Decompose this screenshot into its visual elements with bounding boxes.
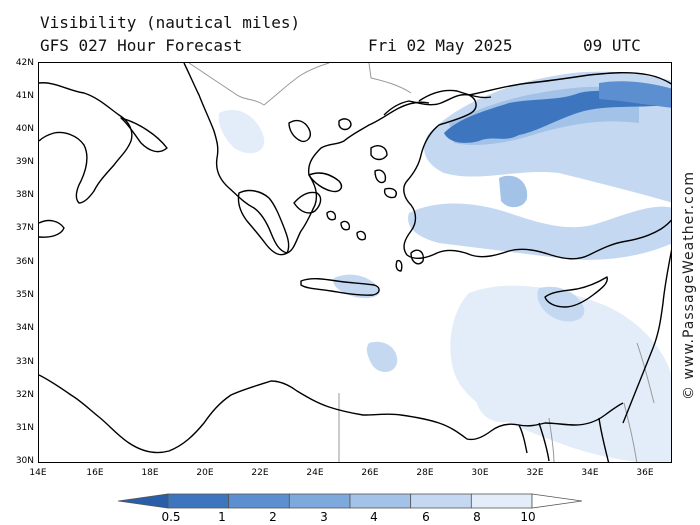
lon-label: 16E	[86, 468, 104, 478]
vis-zone-crete	[333, 274, 380, 299]
site-credit: © www.PassageWeather.com	[681, 170, 697, 400]
colorbar-arrow-high	[531, 493, 582, 509]
lon-label: 34E	[581, 468, 599, 478]
italy-coast	[39, 82, 133, 204]
lon-label: 18E	[141, 468, 159, 478]
marmara-coast	[418, 89, 492, 102]
karpathos	[395, 259, 403, 272]
lat-label: 30N	[15, 456, 34, 466]
italy-heel	[120, 117, 168, 153]
lat-label: 35N	[15, 290, 34, 300]
colorbar-cell	[288, 493, 351, 509]
forecast-time: 09 UTC	[583, 36, 641, 55]
libya-coast	[39, 374, 624, 454]
black-sea-coast	[468, 72, 671, 96]
colorbar-label: 0.5	[161, 510, 181, 524]
cyclades-1	[326, 210, 337, 221]
lat-label: 33N	[15, 357, 34, 367]
vis-zone-marmara-low	[444, 90, 669, 143]
nile-delta	[518, 424, 528, 454]
lat-label: 36N	[15, 257, 34, 267]
visibility-shading	[218, 71, 671, 462]
lon-label: 22E	[251, 468, 269, 478]
lat-label: 34N	[15, 323, 34, 333]
lat-label: 41N	[15, 91, 34, 101]
lon-label: 32E	[526, 468, 544, 478]
vis-zone-west-aegean	[218, 109, 265, 154]
samos	[383, 187, 397, 199]
lon-label: 20E	[196, 468, 214, 478]
lon-label: 30E	[471, 468, 489, 478]
sicily	[39, 219, 65, 238]
lat-label: 37N	[15, 223, 34, 233]
colorbar-cells	[118, 493, 582, 509]
map-svg	[39, 63, 671, 462]
colorbar-label: 3	[320, 510, 328, 524]
colorbar-cell	[410, 493, 472, 509]
chalkidiki	[288, 119, 311, 143]
map-panel	[38, 62, 672, 463]
colorbar-label: 4	[370, 510, 378, 524]
euboea	[308, 172, 343, 193]
attica-coast	[293, 191, 322, 214]
levant-coast	[622, 249, 671, 424]
chart-title: Visibility (nautical miles)	[40, 13, 301, 32]
vis-zone-aegean-east	[408, 203, 671, 260]
colorbar-cell	[167, 493, 230, 509]
coastlines	[39, 63, 671, 462]
colorbar-cell	[470, 493, 533, 509]
crete	[300, 278, 380, 296]
colorbar-label: 8	[473, 510, 481, 524]
forecast-date: Fri 02 May 2025	[368, 36, 513, 55]
rhodes	[410, 249, 425, 265]
chios	[374, 169, 387, 184]
forecast-label: GFS 027 Hour Forecast	[40, 36, 243, 55]
lon-label: 26E	[361, 468, 379, 478]
cyclades-2	[340, 220, 351, 231]
colorbar-cell	[349, 493, 412, 509]
lesbos	[370, 145, 388, 161]
lat-label: 40N	[15, 124, 34, 134]
colorbar-cell	[228, 493, 290, 509]
cyprus	[544, 276, 608, 308]
vis-zone-ne-corner	[599, 81, 671, 108]
lon-label: 36E	[636, 468, 654, 478]
suez-gulf	[598, 417, 610, 462]
vis-zone-libya-coast	[366, 341, 398, 372]
thasos	[338, 118, 352, 131]
visibility-colorbar	[118, 493, 582, 509]
lon-label: 28E	[416, 468, 434, 478]
lat-label: 38N	[15, 190, 34, 200]
peloponnese-coast	[237, 189, 290, 256]
lat-label: 32N	[15, 390, 34, 400]
colorbar-label: 1	[218, 510, 226, 524]
colorbar-arrow-low	[118, 493, 169, 509]
lon-label: 24E	[306, 468, 324, 478]
vis-zone-egypt	[476, 391, 518, 423]
balkan-coast	[183, 63, 430, 254]
vis-zone-anatolia-south	[499, 175, 528, 208]
colorbar-label: 6	[422, 510, 430, 524]
lat-label: 31N	[15, 423, 34, 433]
colorbar-label: 2	[269, 510, 277, 524]
cyclades-3	[356, 230, 367, 241]
country-borders	[188, 63, 655, 462]
lat-label: 39N	[15, 157, 34, 167]
colorbar-label: 10	[520, 510, 536, 524]
lat-label: 42N	[15, 58, 34, 68]
nile-delta-2	[538, 422, 550, 462]
lon-label: 14E	[29, 468, 47, 478]
